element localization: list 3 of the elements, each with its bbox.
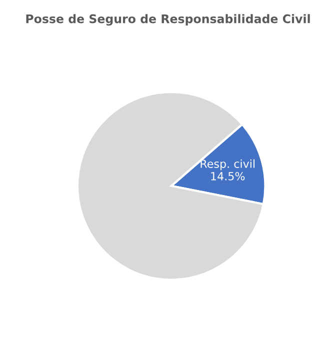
chart-title: Posse de Seguro de Responsabilidade Civil <box>26 14 310 26</box>
data-label: 14.5% <box>211 172 245 180</box>
slice-label: Resp. civil <box>200 159 255 170</box>
